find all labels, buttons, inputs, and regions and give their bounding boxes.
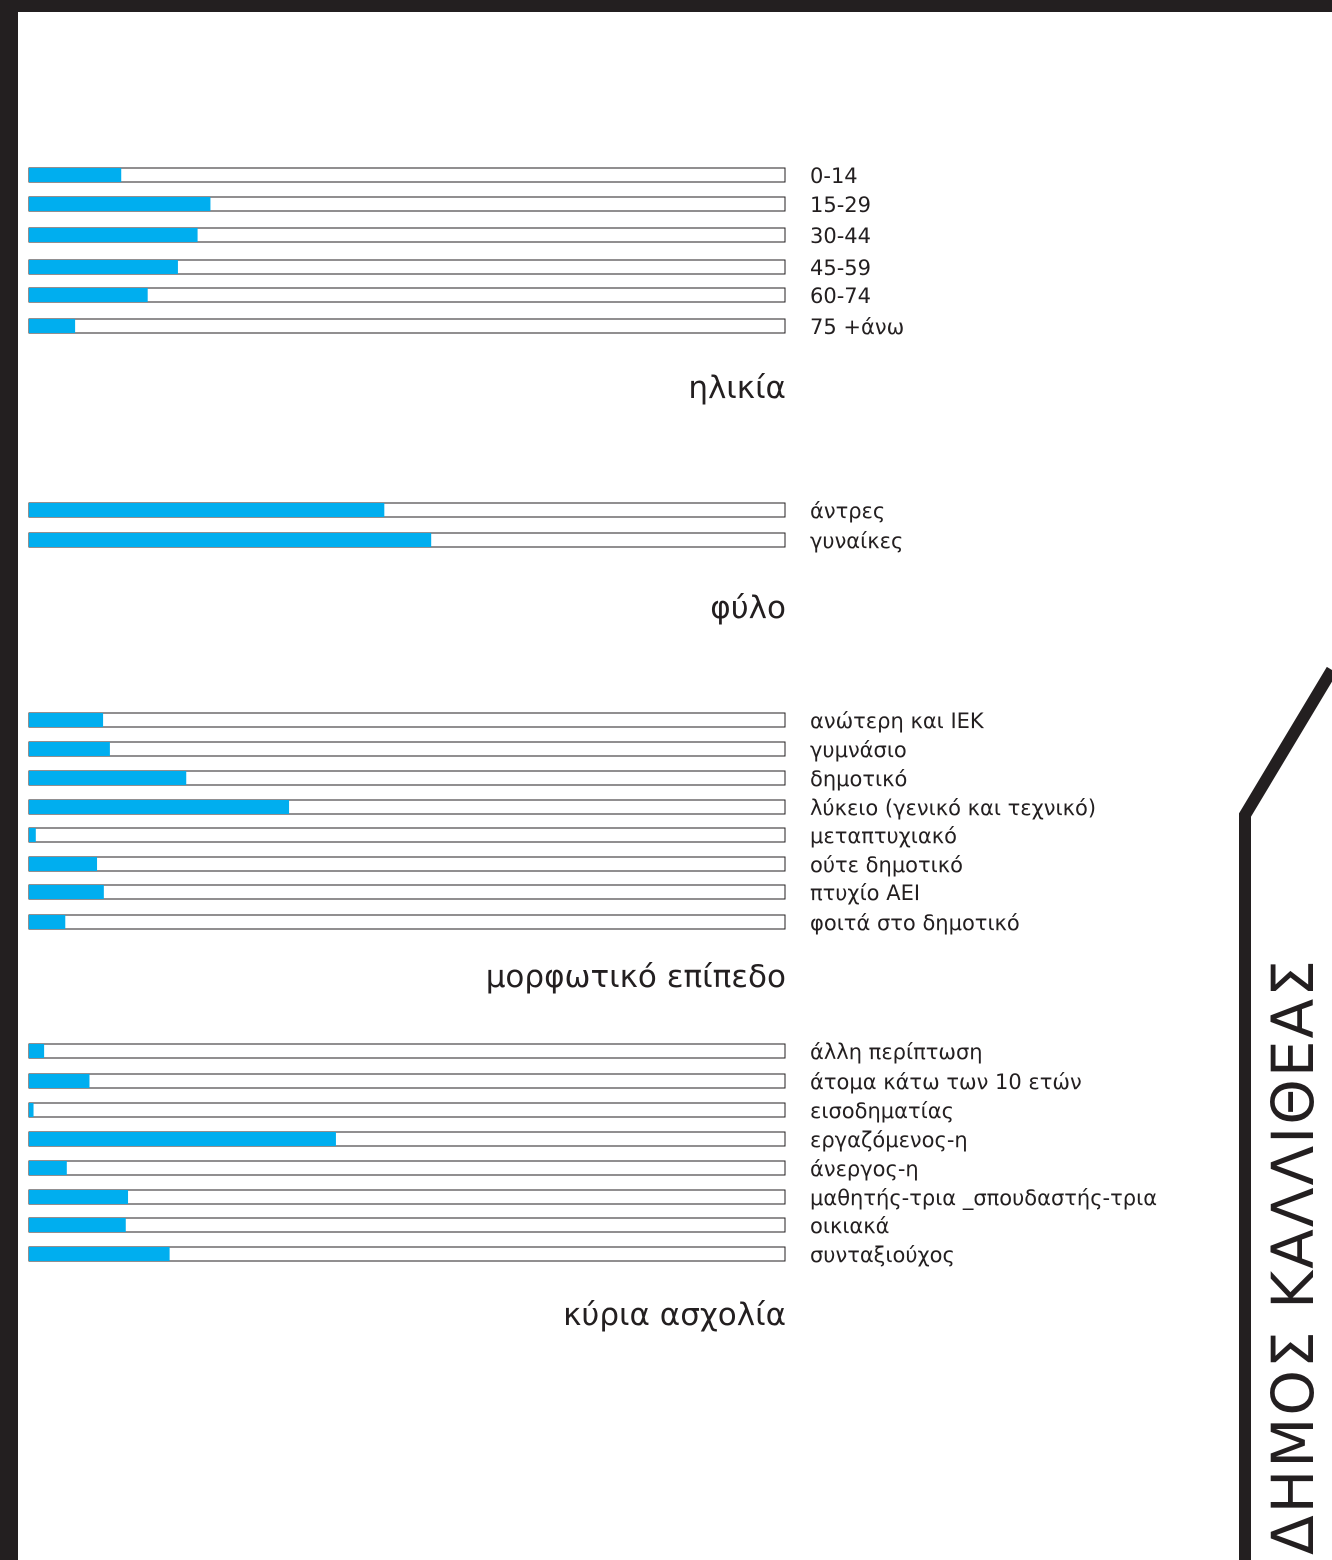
chart-groups: 0-14 15-29 30-44 45-59 60-74 75 +άνω ηλικία άντ… bbox=[28, 164, 1157, 1333]
bar-track bbox=[28, 1043, 786, 1059]
bar bbox=[29, 1218, 126, 1232]
category-label: πτυχίο ΑΕΙ bbox=[810, 881, 920, 905]
chart-title: μορφωτικό επίπεδο bbox=[486, 959, 786, 995]
category-label: ανώτερη και ΙΕΚ bbox=[810, 709, 985, 733]
bar-track bbox=[28, 167, 786, 183]
category-label: γυναίκες bbox=[810, 529, 903, 553]
bar-track bbox=[28, 1102, 786, 1118]
chart-title: ηλικία bbox=[688, 370, 786, 406]
frame-right-edge bbox=[1239, 666, 1332, 1560]
bar bbox=[29, 288, 148, 302]
bar bbox=[29, 742, 110, 756]
bar bbox=[29, 828, 36, 842]
bar-track bbox=[28, 318, 786, 334]
bar-track bbox=[28, 1073, 786, 1089]
chart-title: φύλο bbox=[710, 590, 786, 626]
bar-track bbox=[28, 827, 786, 843]
category-label: μεταπτυχιακό bbox=[810, 824, 957, 848]
frame-left-border bbox=[0, 0, 18, 1560]
chart-title: κύρια ασχολία bbox=[563, 1297, 786, 1333]
category-label: δημοτικό bbox=[810, 767, 907, 791]
bar bbox=[29, 503, 385, 517]
category-label: 75 +άνω bbox=[810, 315, 904, 339]
bar bbox=[29, 1247, 170, 1261]
bar bbox=[29, 771, 187, 785]
category-label: λύκειο (γενικό και τεχνικό) bbox=[810, 796, 1096, 820]
bar bbox=[29, 260, 178, 274]
bar bbox=[29, 915, 66, 929]
chart-1: άντρες γυναίκες φύλο bbox=[28, 499, 903, 626]
bar bbox=[29, 228, 198, 242]
bar-track bbox=[28, 856, 786, 872]
bar bbox=[29, 1044, 45, 1058]
category-label: 60-74 bbox=[810, 284, 871, 308]
bar bbox=[29, 713, 104, 727]
bar bbox=[29, 857, 98, 871]
bar bbox=[29, 168, 122, 182]
bar-track bbox=[28, 884, 786, 900]
frame-top-border bbox=[0, 0, 1332, 12]
category-label: άτομα κάτω των 10 ετών bbox=[810, 1070, 1082, 1094]
category-label: ούτε δημοτικό bbox=[810, 853, 963, 877]
category-label: εισοδηματίας bbox=[810, 1099, 954, 1123]
municipality-title: ΔΗΜΟΣ ΚΑΛΛΙΘΕΑΣ bbox=[1259, 958, 1327, 1555]
category-label: 0-14 bbox=[810, 164, 858, 188]
category-label: μαθητής-τρια _σπουδαστής-τρια bbox=[810, 1186, 1157, 1211]
bar-track bbox=[28, 1217, 786, 1233]
bar bbox=[29, 533, 432, 547]
bar bbox=[29, 1190, 129, 1204]
bar bbox=[29, 1161, 67, 1175]
chart-0: 0-14 15-29 30-44 45-59 60-74 75 +άνω ηλικία bbox=[28, 164, 904, 406]
bar-track bbox=[28, 741, 786, 757]
bar bbox=[29, 800, 290, 814]
chart-3: άλλη περίπτωση άτομα κάτω των 10 ετών εισο… bbox=[28, 1040, 1157, 1333]
category-label: 30-44 bbox=[810, 224, 871, 248]
category-label: φοιτά στο δημοτικό bbox=[810, 911, 1020, 935]
bar bbox=[29, 1074, 90, 1088]
category-label: εργαζόμενος-η bbox=[810, 1128, 968, 1152]
bar-track bbox=[28, 914, 786, 930]
category-label: 45-59 bbox=[810, 256, 871, 280]
chart-2: ανώτερη και ΙΕΚ γυμνάσιο δημοτικό λύκειο (γ… bbox=[28, 709, 1096, 995]
bar-track bbox=[28, 1160, 786, 1176]
bar-track bbox=[28, 1189, 786, 1205]
category-label: συνταξιούχος bbox=[810, 1243, 955, 1267]
bar bbox=[29, 319, 76, 333]
bar bbox=[29, 1103, 34, 1117]
bar-track bbox=[28, 712, 786, 728]
category-label: άντρες bbox=[810, 499, 885, 523]
category-label: 15-29 bbox=[810, 193, 871, 217]
category-label: άνεργος-η bbox=[810, 1157, 919, 1181]
bar bbox=[29, 885, 104, 899]
category-label: γυμνάσιο bbox=[810, 738, 907, 762]
category-label: άλλη περίπτωση bbox=[810, 1040, 983, 1064]
category-label: οικιακά bbox=[810, 1214, 890, 1238]
bar bbox=[29, 197, 211, 211]
bar bbox=[29, 1132, 336, 1146]
